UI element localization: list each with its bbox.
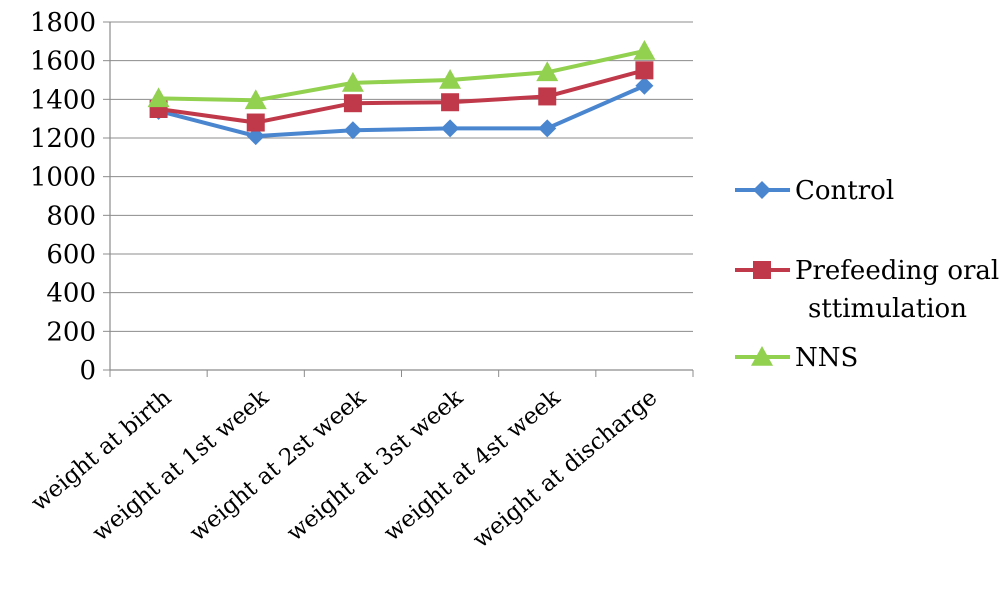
y-axis-tick-labels: 0 200 400 600 800 1000 1200 1400 1600 1800	[30, 8, 96, 386]
y-tick-label: 1200	[30, 124, 96, 154]
data-point	[244, 89, 267, 110]
legend-marker	[751, 346, 773, 366]
y-tick-label: 1800	[30, 8, 96, 38]
y-tick-label: 1000	[30, 163, 96, 193]
legend-marker	[753, 261, 771, 279]
legend: Control Prefeeding oral sttimulation NNS	[735, 176, 999, 373]
y-tick-label: 1400	[30, 85, 96, 115]
y-tick-label: 1600	[30, 47, 96, 77]
data-point	[147, 87, 170, 108]
data-point	[536, 61, 559, 82]
x-tick-label: weight at 1st week	[88, 384, 275, 547]
x-tick-label: weight at 3st week	[282, 384, 469, 547]
series-line	[158, 83, 646, 139]
axes	[103, 21, 694, 377]
y-tick-label: 400	[46, 279, 96, 309]
series-line	[158, 68, 645, 125]
y-tick-label: 800	[46, 201, 96, 231]
data-point	[343, 94, 362, 113]
data-point	[441, 93, 460, 112]
data-point	[343, 121, 362, 140]
legend-item: Control	[735, 176, 894, 206]
legend-item: Prefeeding oral sttimulation	[735, 256, 999, 324]
legend-label: Control	[795, 176, 894, 206]
x-tick-label: weight at 2st week	[185, 384, 372, 547]
data-point	[246, 127, 265, 146]
data-point	[341, 71, 364, 92]
data-point	[439, 69, 462, 89]
data-point	[635, 61, 654, 80]
data-point	[246, 113, 265, 132]
y-tick-label: 200	[46, 317, 96, 347]
x-tick-label: weight at discharge	[468, 385, 662, 554]
legend-marker	[753, 181, 771, 199]
data-point	[538, 119, 557, 138]
x-tick-label: weight at 4st week	[379, 384, 566, 547]
data-series	[147, 40, 656, 146]
gridlines	[110, 21, 693, 332]
y-tick-label: 0	[79, 356, 96, 386]
series-line	[158, 49, 645, 103]
data-point	[441, 119, 460, 138]
series-square	[149, 61, 654, 132]
data-point	[633, 40, 656, 60]
legend-label: sttimulation	[808, 294, 967, 324]
y-tick-label: 600	[46, 240, 96, 270]
legend-label: Prefeeding oral	[795, 256, 999, 286]
legend-item: NNS	[735, 343, 858, 373]
legend-label: NNS	[795, 343, 858, 373]
data-point	[538, 87, 557, 106]
series-triangle	[147, 40, 656, 110]
data-point	[635, 76, 654, 95]
